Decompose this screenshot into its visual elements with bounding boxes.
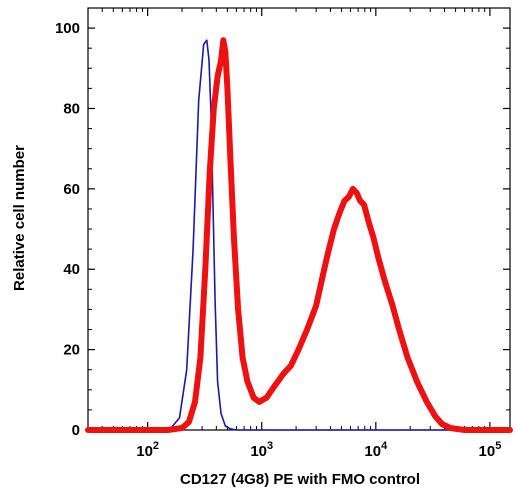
series-layer (85, 37, 513, 433)
fmo-control-line (87, 39, 511, 431)
y-tick-label: 0 (72, 422, 80, 439)
cd127-stained-line (85, 37, 513, 433)
y-tick-label: 40 (63, 261, 80, 278)
plot-border (87, 7, 511, 431)
y-tick-label: 80 (63, 100, 80, 117)
x-axis: 102 103 104 105 (101, 8, 502, 460)
x-tick-label: 102 (136, 440, 159, 460)
y-tick-label: 60 (63, 181, 80, 198)
x-tick-label: 104 (364, 440, 388, 460)
x-axis-title: CD127 (4G8) PE with FMO control (180, 471, 420, 488)
y-axis: 0 20 40 60 80 100 (55, 20, 510, 439)
y-tick-label: 20 (63, 342, 80, 359)
x-tick-label: 105 (479, 440, 502, 460)
y-tick-label: 100 (55, 20, 80, 37)
x-tick-label: 103 (250, 440, 273, 460)
y-axis-title: Relative cell number (11, 145, 28, 291)
plot-frame (87, 7, 511, 431)
